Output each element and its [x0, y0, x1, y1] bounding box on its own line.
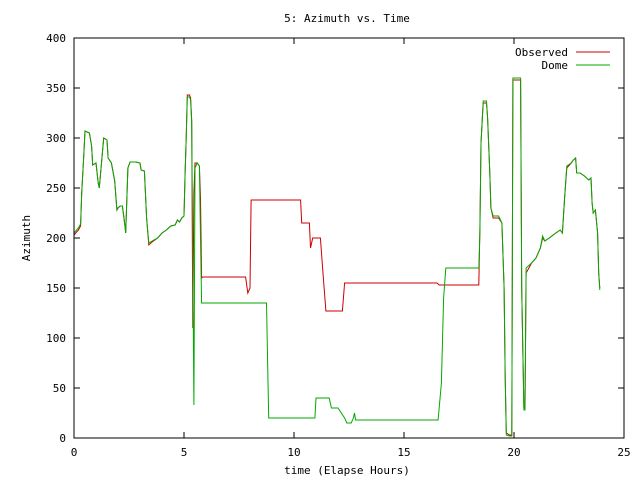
x-tick-label: 5 [181, 446, 188, 459]
legend-label-dome: Dome [542, 59, 569, 72]
y-tick-label: 0 [59, 432, 66, 445]
x-tick-label: 20 [507, 446, 520, 459]
y-tick-label: 400 [46, 32, 66, 45]
chart-title: 5: Azimuth vs. Time [284, 12, 410, 25]
y-tick-label: 300 [46, 132, 66, 145]
x-tick-label: 10 [287, 446, 300, 459]
x-tick-label: 0 [71, 446, 78, 459]
y-tick-label: 250 [46, 182, 66, 195]
plot-frame [73, 37, 625, 439]
legend-label-observed: Observed [515, 46, 568, 59]
y-tick-label: 50 [53, 382, 66, 395]
x-tick-label: 15 [397, 446, 410, 459]
y-tick-label: 150 [46, 282, 66, 295]
y-axis-title: Azimuth [20, 215, 33, 261]
y-tick-label: 350 [46, 82, 66, 95]
series-line-dome [73, 77, 601, 437]
y-tick-label: 100 [46, 332, 66, 345]
x-axis-title: time (Elapse Hours) [284, 464, 410, 477]
y-tick-label: 200 [46, 232, 66, 245]
x-tick-label: 25 [617, 446, 630, 459]
